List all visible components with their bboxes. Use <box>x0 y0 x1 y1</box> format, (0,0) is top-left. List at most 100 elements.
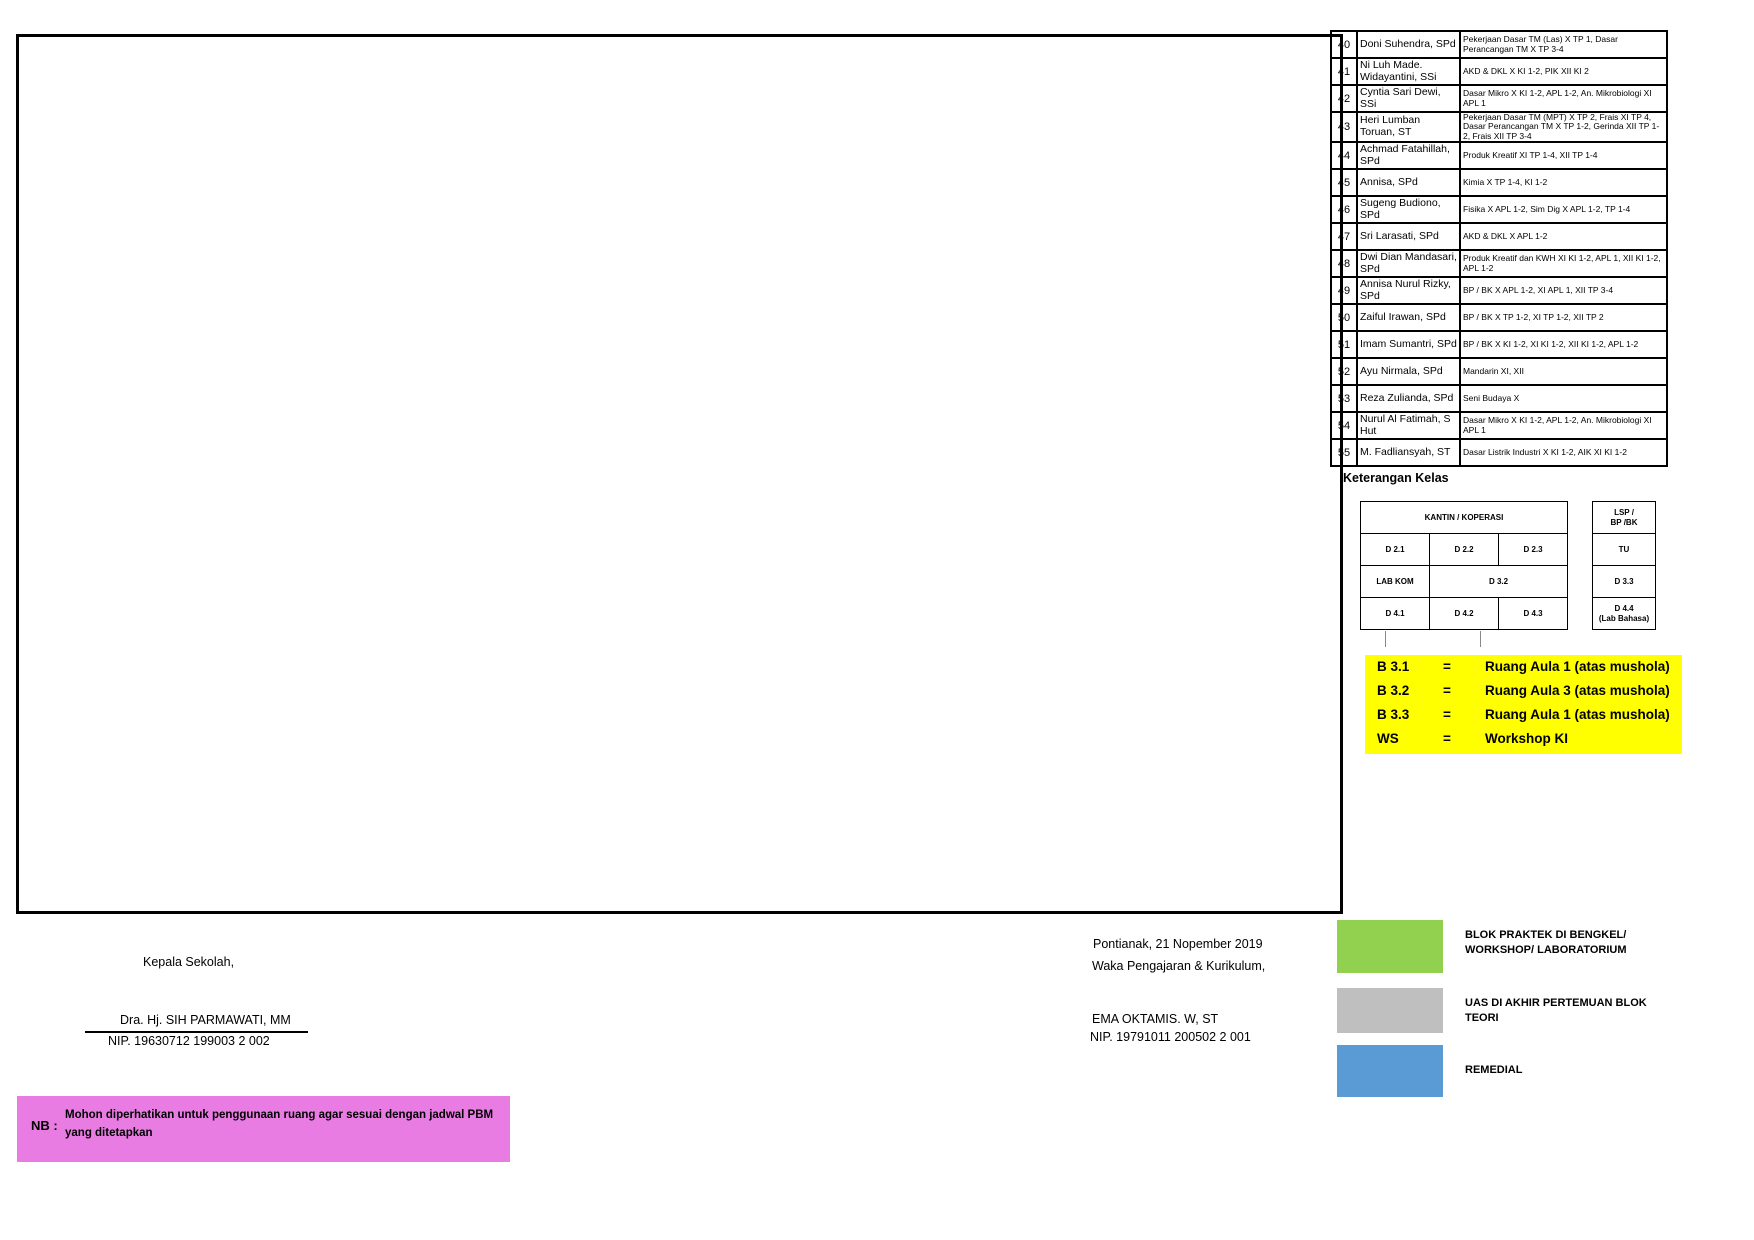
teacher-row: 52 Ayu Nirmala, SPd Mandarin XI, XII <box>1330 357 1668 387</box>
teacher-name: Nurul Al Fatimah, S Hut <box>1356 411 1461 441</box>
teacher-name: Dwi Dian Mandasari, SPd <box>1356 249 1461 279</box>
room-cell: D 4.1 <box>1360 597 1430 630</box>
teacher-name: Ayu Nirmala, SPd <box>1356 357 1461 387</box>
teacher-subjects: Produk Kreatif dan KWH XI KI 1-2, APL 1,… <box>1459 249 1668 279</box>
place-date: Pontianak, 21 Nopember 2019 <box>1093 937 1263 951</box>
room-name: Workshop KI <box>1485 731 1569 746</box>
teacher-name: Sugeng Budiono, SPd <box>1356 195 1461 225</box>
room-map-main: KANTIN / KOPERASI D 2.1 D 2.2 D 2.3 LAB KOM D… <box>1360 501 1568 630</box>
room-cell: KANTIN / KOPERASI <box>1360 501 1568 534</box>
teacher-no: 42 <box>1330 84 1358 113</box>
room-name: Ruang Aula 1 (atas mushola) <box>1485 659 1670 674</box>
teacher-subjects: Mandarin XI, XII <box>1459 357 1668 387</box>
legend-color-swatch <box>1337 920 1443 973</box>
teacher-name: Cyntia Sari Dewi, SSi <box>1356 84 1461 113</box>
keterangan-kelas-title: Keterangan Kelas <box>1343 471 1449 485</box>
nb-text: Mohon diperhatikan untuk penggunaan ruan… <box>65 1109 494 1140</box>
room-code-row: B 3.1 = Ruang Aula 1 (atas mushola) <box>1365 655 1682 679</box>
room-code-row: WS = Workshop KI <box>1365 727 1682 751</box>
teacher-name: Heri Lumban Toruan, ST <box>1356 110 1461 144</box>
teacher-no: 49 <box>1330 276 1358 306</box>
nb-label: NB : <box>31 1118 58 1133</box>
teacher-name: Zaiful Irawan, SPd <box>1356 303 1461 333</box>
room-code-legend: B 3.1 = Ruang Aula 1 (atas mushola) B 3.2 = R… <box>1365 655 1682 754</box>
teacher-row: 49 Annisa Nurul Rizky, SPd BP / BK X APL 1… <box>1330 276 1668 306</box>
teacher-subjects: Dasar Mikro X KI 1-2, APL 1-2, An. Mikro… <box>1459 84 1668 113</box>
equals-sign: = <box>1443 683 1451 698</box>
teacher-row: 40 Doni Suhendra, SPd Pekerjaan Dasar TM (… <box>1330 30 1668 59</box>
teacher-row: 54 Nurul Al Fatimah, S Hut Dasar Mikro X K… <box>1330 411 1668 441</box>
room-code: B 3.2 <box>1377 683 1410 698</box>
teacher-subjects: Pekerjaan Dasar TM (MPT) X TP 2, Frais X… <box>1459 110 1668 144</box>
right-signature-name: EMA OKTAMIS. W, ST <box>1092 1012 1219 1026</box>
equals-sign: = <box>1443 659 1451 674</box>
room-map-side: LSP / BP /BK TU D 3.3 D 4.4 (Lab Bahasa) <box>1592 501 1656 630</box>
teacher-no: 52 <box>1330 357 1358 387</box>
teacher-row: 47 Sri Larasati, SPd AKD & DKL X APL 1-2 <box>1330 222 1668 252</box>
teacher-row: 53 Reza Zulianda, SPd Seni Budaya X <box>1330 384 1668 414</box>
teacher-no: 54 <box>1330 411 1358 441</box>
teacher-name: Achmad Fatahillah, SPd <box>1356 141 1461 171</box>
teacher-name: Imam Sumantri, SPd <box>1356 330 1461 360</box>
room-code-row: B 3.3 = Ruang Aula 1 (atas mushola) <box>1365 703 1682 727</box>
teacher-subjects: BP / BK X APL 1-2, XI APL 1, XII TP 3-4 <box>1459 276 1668 306</box>
teacher-subjects: Seni Budaya X <box>1459 384 1668 414</box>
nb-note-box: NB : Mohon diperhatikan untuk penggunaan… <box>17 1096 510 1162</box>
teacher-no: 51 <box>1330 330 1358 360</box>
room-cell: D 3.3 <box>1592 565 1656 598</box>
teacher-no: 44 <box>1330 141 1358 171</box>
teacher-no: 53 <box>1330 384 1358 414</box>
right-signature-nip: NIP. 19791011 200502 2 001 <box>1090 1030 1251 1044</box>
room-code: B 3.3 <box>1377 707 1410 722</box>
legend-color-swatch <box>1337 1045 1443 1097</box>
teacher-subjects: Fisika X APL 1-2, Sim Dig X APL 1-2, TP … <box>1459 195 1668 225</box>
teacher-row: 48 Dwi Dian Mandasari, SPd Produk Kreatif … <box>1330 249 1668 279</box>
teacher-name: Sri Larasati, SPd <box>1356 222 1461 252</box>
teacher-row: 45 Annisa, SPd Kimia X TP 1-4, KI 1-2 <box>1330 168 1668 198</box>
room-name: Ruang Aula 3 (atas mushola) <box>1485 683 1670 698</box>
teacher-subjects: BP / BK X KI 1-2, XI KI 1-2, XII KI 1-2,… <box>1459 330 1668 360</box>
teacher-no: 46 <box>1330 195 1358 225</box>
teacher-no: 50 <box>1330 303 1358 333</box>
room-cell: LSP / BP /BK <box>1592 501 1656 534</box>
teacher-name: Annisa, SPd <box>1356 168 1461 198</box>
equals-sign: = <box>1443 707 1451 722</box>
teacher-subjects: Dasar Mikro X KI 1-2, APL 1-2, An. Mikro… <box>1459 411 1668 441</box>
room-code: B 3.1 <box>1377 659 1410 674</box>
left-signature-nip: NIP. 19630712 199003 2 002 <box>108 1034 270 1048</box>
room-cell: LAB KOM <box>1360 565 1430 598</box>
teacher-no: 40 <box>1330 30 1358 59</box>
teacher-no: 55 <box>1330 438 1358 468</box>
teacher-subjects: Dasar Listrik Industri X KI 1-2, AIK XI … <box>1459 438 1668 468</box>
teacher-name: Annisa Nurul Rizky, SPd <box>1356 276 1461 306</box>
teacher-no: 41 <box>1330 57 1358 86</box>
teacher-subjects: AKD & DKL X APL 1-2 <box>1459 222 1668 252</box>
left-signature-role: Kepala Sekolah, <box>143 955 235 969</box>
guru-piket-list-table: 40 Doni Suhendra, SPd Pekerjaan Dasar TM (… <box>1330 30 1668 468</box>
room-name: Ruang Aula 1 (atas mushola) <box>1485 707 1670 722</box>
teacher-name: Doni Suhendra, SPd <box>1356 30 1461 59</box>
legend-color-swatch <box>1337 988 1443 1033</box>
room-map-tick <box>1385 631 1386 647</box>
teacher-subjects: Kimia X TP 1-4, KI 1-2 <box>1459 168 1668 198</box>
teacher-row: 43 Heri Lumban Toruan, ST Pekerjaan Dasar … <box>1330 110 1668 144</box>
room-cell: D 2.1 <box>1360 533 1430 566</box>
left-signature-name: Dra. Hj. SIH PARMAWATI, MM <box>120 1013 291 1027</box>
signature-underline <box>85 1031 308 1033</box>
teacher-name: Reza Zulianda, SPd <box>1356 384 1461 414</box>
teacher-name: M. Fadliansyah, ST <box>1356 438 1461 468</box>
room-code-row: B 3.2 = Ruang Aula 3 (atas mushola) <box>1365 679 1682 703</box>
teacher-row: 42 Cyntia Sari Dewi, SSi Dasar Mikro X KI … <box>1330 84 1668 113</box>
teacher-row: 51 Imam Sumantri, SPd BP / BK X KI 1-2, XI… <box>1330 330 1668 360</box>
teacher-no: 47 <box>1330 222 1358 252</box>
teacher-no: 48 <box>1330 249 1358 279</box>
room-cell: D 2.3 <box>1498 533 1568 566</box>
teacher-subjects: BP / BK X TP 1-2, XI TP 1-2, XII TP 2 <box>1459 303 1668 333</box>
legend-label: BLOK PRAKTEK DI BENGKEL/ WORKSHOP/ LABOR… <box>1465 929 1627 957</box>
teacher-row: 46 Sugeng Budiono, SPd Fisika X APL 1-2, S… <box>1330 195 1668 225</box>
teacher-row: 44 Achmad Fatahillah, SPd Produk Kreatif X… <box>1330 141 1668 171</box>
teacher-subjects: Produk Kreatif XI TP 1-4, XII TP 1-4 <box>1459 141 1668 171</box>
legend-label: UAS DI AKHIR PERTEMUAN BLOK TEORI <box>1465 997 1647 1025</box>
equals-sign: = <box>1443 731 1451 746</box>
teacher-subjects: AKD & DKL X KI 1-2, PIK XII KI 2 <box>1459 57 1668 86</box>
